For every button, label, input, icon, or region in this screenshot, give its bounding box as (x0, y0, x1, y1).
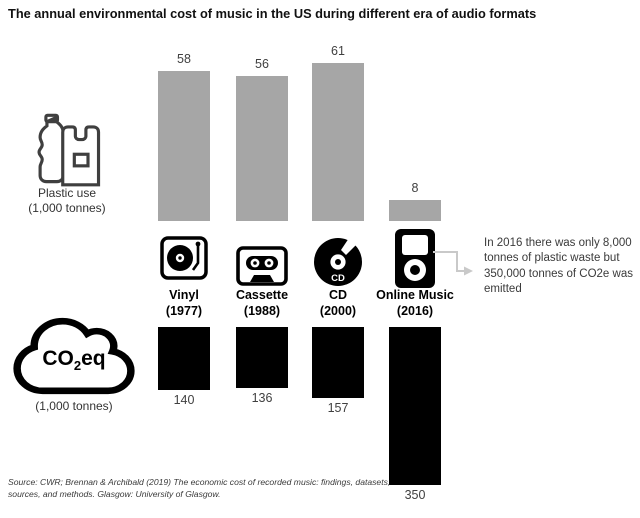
plastic-bar (389, 200, 441, 221)
plastic-bottle-bag-icon (28, 110, 108, 188)
turntable-icon (160, 236, 208, 280)
co2-bar (236, 327, 288, 388)
callout-arrow-icon (433, 251, 473, 276)
ipod-icon (394, 228, 436, 289)
co2-bar (389, 327, 441, 485)
co2-bar (312, 327, 364, 398)
co2-bar (158, 327, 210, 390)
co2-cloud-icon (10, 310, 138, 402)
column-cd: 61 CD CD (2000) 157 (283, 0, 393, 518)
svg-text:CD: CD (331, 273, 345, 284)
plastic-value-label: 8 (411, 181, 419, 195)
co2-legend-unit: (1,000 tonnes) (35, 399, 113, 413)
column-online-music: 8 Online Music (2016) 350 (360, 0, 470, 518)
column-cassette: 56 Cassette (1988) 136 (207, 0, 317, 518)
co2-value-label: 136 (251, 391, 273, 405)
co2-cloud-label: CO2eq (42, 347, 106, 374)
plastic-value-label: 56 (255, 57, 269, 71)
source-citation: Source: CWR; Brennan & Archibald (2019) … (8, 477, 391, 500)
column-vinyl: 58 Vinyl (1977) 140 (129, 0, 239, 518)
format-label-online-music: Online Music (2016) (376, 288, 454, 318)
format-label-cassette: Cassette (1988) (235, 288, 289, 318)
plastic-legend-label: Plastic use (37, 186, 97, 200)
annotation-text: In 2016 there was only 8,000 tonnes of p… (484, 237, 633, 295)
plastic-bar (236, 76, 288, 221)
co2-value-label: 350 (404, 488, 426, 502)
cd-icon: CD (312, 235, 364, 288)
co2-value-label: 157 (327, 401, 349, 415)
plastic-legend-unit: (1,000 tonnes) (28, 201, 106, 215)
cassette-icon (236, 246, 288, 286)
co2-value-label: 140 (173, 393, 195, 407)
plastic-bar (312, 63, 364, 221)
plastic-value-label: 58 (177, 52, 191, 66)
plastic-bar (158, 71, 210, 221)
page-title: The annual environmental cost of music i… (8, 6, 537, 21)
plastic-value-label: 61 (331, 44, 345, 58)
format-label-vinyl: Vinyl (1977) (165, 288, 203, 318)
format-label-cd: CD (2000) (319, 288, 357, 318)
